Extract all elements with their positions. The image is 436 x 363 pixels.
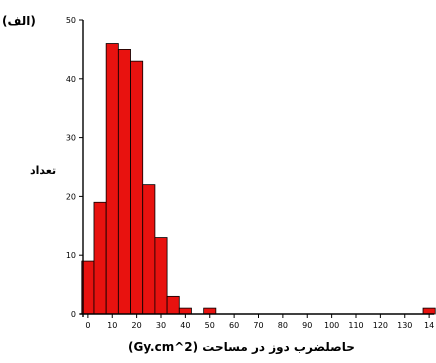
x-tick-label: 50 (205, 321, 215, 330)
histogram-bar-4 (130, 60, 144, 315)
panel-label: (الف) (2, 14, 36, 28)
histogram-bar-6 (154, 237, 168, 315)
histogram-bar-3 (117, 49, 131, 315)
x-tick-label: 14 (424, 321, 434, 330)
x-axis-title: حاصلضرب دوز در مساحت (Gy.cm^2) (128, 340, 355, 354)
x-tick-label: 0 (85, 321, 90, 330)
histogram-bar-2 (105, 43, 119, 315)
x-tick-label: 120 (373, 321, 388, 330)
x-tick-label: 130 (397, 321, 412, 330)
x-tick-label: 70 (253, 321, 263, 330)
y-tick-label: 40 (66, 75, 76, 84)
y-tick-label: 10 (66, 251, 76, 260)
x-tick-label: 10 (107, 321, 117, 330)
histogram-bar-7 (166, 295, 180, 315)
x-tick-label: 20 (132, 321, 142, 330)
y-tick-label: 50 (66, 16, 76, 25)
histogram-bar-9 (203, 307, 217, 315)
y-axis-title: تعداد (30, 164, 57, 177)
histogram-bar-8 (178, 307, 192, 315)
bars-group (81, 43, 436, 315)
histogram-bar-5 (142, 184, 156, 315)
x-tick-label: 100 (324, 321, 339, 330)
histogram-bar-1 (93, 201, 107, 315)
x-tick-label: 80 (278, 321, 288, 330)
y-tick-label: 20 (66, 192, 76, 201)
x-tick-label: 90 (302, 321, 312, 330)
x-tick-label: 110 (348, 321, 363, 330)
y-tick-label: 30 (66, 134, 76, 143)
x-tick-label: 30 (156, 321, 166, 330)
y-tick-label: 0 (71, 310, 76, 319)
histogram-bar-10 (422, 307, 436, 315)
x-tick-label: 40 (180, 321, 190, 330)
x-tick-label: 60 (229, 321, 239, 330)
axes-group: 0 10 20 30 40 50 0 10 20 30 40 50 60 70 80 90 100 110 120 1… (66, 16, 434, 330)
